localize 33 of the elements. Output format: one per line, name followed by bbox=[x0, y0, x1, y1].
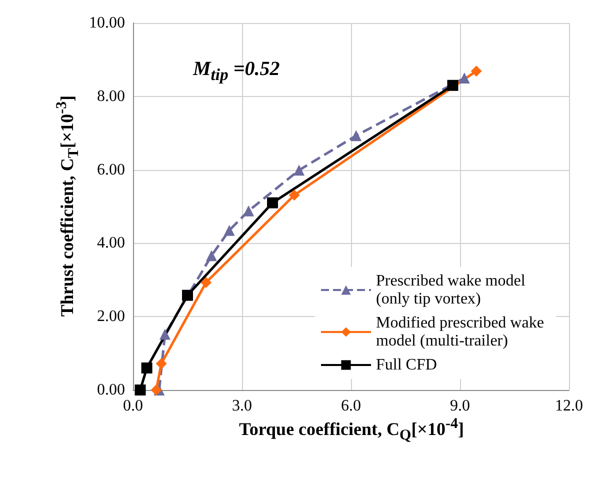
point bbox=[243, 205, 254, 216]
point bbox=[134, 384, 146, 396]
point bbox=[288, 190, 300, 201]
point bbox=[156, 358, 167, 370]
legend-label: Prescribed wake model (only tip vortex) bbox=[376, 272, 530, 308]
y-tick-label: 10.00 bbox=[89, 14, 125, 32]
x-tick-label: 0.0 bbox=[123, 398, 143, 414]
point bbox=[182, 290, 193, 301]
point bbox=[159, 328, 170, 340]
point bbox=[350, 130, 362, 142]
point bbox=[141, 362, 152, 374]
legend-label: Modified prescribed wake model (multi-trailer) bbox=[376, 314, 548, 350]
point bbox=[224, 224, 235, 236]
x-tick-label: 9.0 bbox=[450, 398, 470, 414]
point bbox=[458, 72, 470, 84]
legend-label: Full CFD bbox=[376, 356, 437, 374]
annotation: M$_{tip}$ =0.52 bbox=[193, 58, 280, 86]
y-tick-label: 6.00 bbox=[97, 161, 125, 178]
y-tick-label: 0.00 bbox=[97, 382, 125, 398]
y-tick-label: 8.00 bbox=[97, 88, 125, 105]
point bbox=[294, 164, 305, 176]
y-tick-label: 2.00 bbox=[97, 308, 125, 326]
point bbox=[447, 80, 458, 91]
x-tick-label: 12.0 bbox=[555, 398, 583, 414]
x-axis-title: Torque coefficient, C$_{Q}$[×10$^{-4}$] bbox=[238, 415, 465, 446]
point bbox=[150, 384, 162, 396]
y-tick-label: 4.00 bbox=[97, 234, 125, 252]
point bbox=[200, 276, 212, 288]
point bbox=[470, 66, 482, 77]
point bbox=[206, 250, 217, 262]
x-tick-label: 6.0 bbox=[341, 398, 361, 414]
x-tick-label: 3.0 bbox=[232, 398, 252, 414]
point bbox=[267, 197, 278, 208]
